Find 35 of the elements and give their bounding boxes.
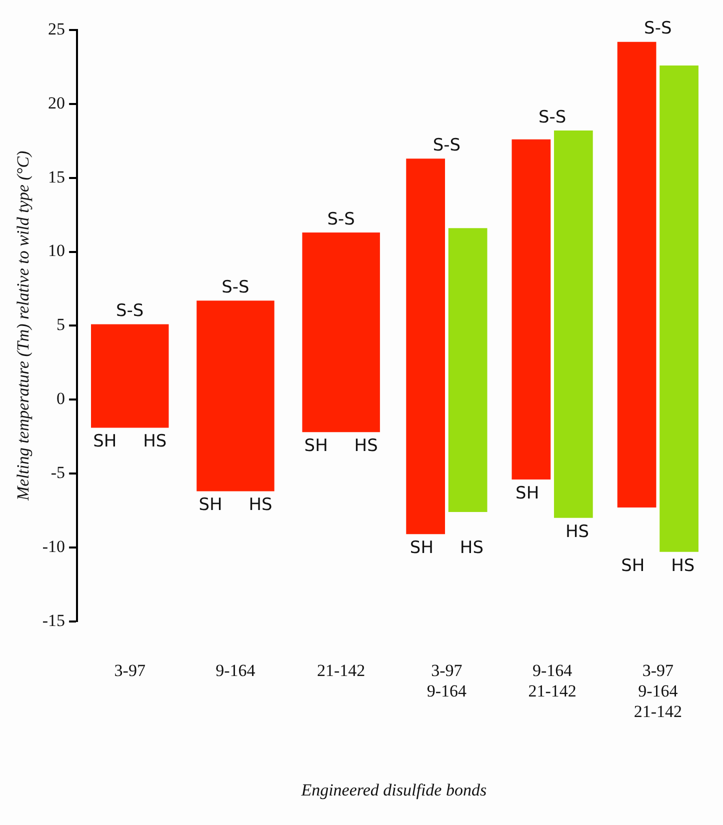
x-tick-label: 3-97 9-164 xyxy=(426,661,468,700)
x-tick-label: 3-97 xyxy=(114,661,146,680)
annotation: HS xyxy=(566,522,590,542)
x-axis-title: Engineered disulfide bonds xyxy=(300,780,487,800)
annotation: SH xyxy=(304,436,328,456)
y-tick-label: -15 xyxy=(42,610,66,630)
annotation: HS xyxy=(248,495,272,516)
y-tick-label: 20 xyxy=(48,93,66,112)
y-tick-label: -10 xyxy=(42,536,66,556)
y-tick-label: 10 xyxy=(48,241,66,260)
annotation: SH xyxy=(516,483,540,504)
x-tick-label: 9-164 21-142 xyxy=(528,661,576,700)
annotation: SH xyxy=(93,432,117,452)
x-tick-label: 3-97 9-164 21-142 xyxy=(634,661,682,721)
y-tick-label: 15 xyxy=(48,167,66,186)
x-tick-label: 21-142 xyxy=(317,661,366,680)
annotation: SH xyxy=(410,538,434,558)
y-tick-label: 25 xyxy=(48,19,66,38)
y-axis-title: Melting temperature (Tm) relative to wild type (°C) xyxy=(14,150,33,502)
annotation: S-S xyxy=(644,18,672,39)
annotation: HS xyxy=(354,436,378,456)
annotation: S-S xyxy=(116,301,144,322)
y-tick-label: 5 xyxy=(56,315,66,334)
annotation: HS xyxy=(460,538,484,558)
x-tick-label: 9-164 xyxy=(216,661,256,680)
annotation: HS xyxy=(671,556,695,576)
annotation: S-S xyxy=(327,209,355,230)
y-tick-label: 0 xyxy=(56,389,66,408)
annotation: S-S xyxy=(538,107,566,128)
y-tick-label: -5 xyxy=(50,463,66,482)
annotation: HS xyxy=(143,432,167,452)
annotation: SH xyxy=(198,495,222,516)
annotation: SH xyxy=(621,556,645,576)
annotation: S-S xyxy=(222,277,250,298)
annotation: S-S xyxy=(432,136,461,156)
